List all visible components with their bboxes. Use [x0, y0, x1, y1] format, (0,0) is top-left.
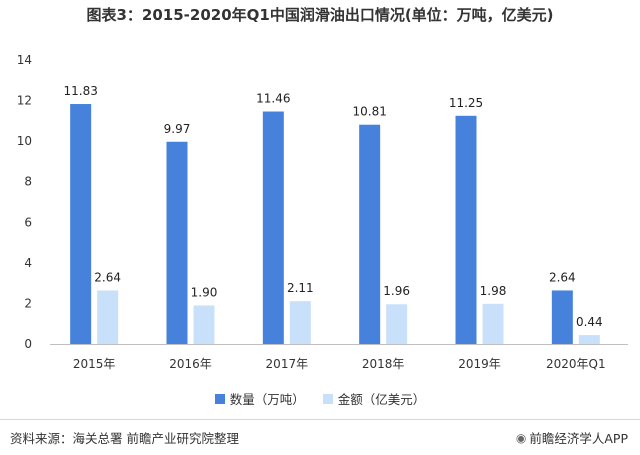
- y-tick-label: 12: [17, 94, 32, 108]
- y-tick-label: 4: [24, 256, 32, 270]
- bar-quantity: [262, 111, 284, 344]
- data-label-quantity: 11.83: [63, 84, 97, 98]
- data-label-quantity: 11.25: [449, 96, 483, 110]
- bar-amount: [482, 303, 504, 344]
- data-label-amount: 1.90: [191, 285, 218, 299]
- bar-quantity: [359, 124, 381, 344]
- legend-swatch-amount: [322, 393, 333, 404]
- data-label-amount: 0.44: [576, 315, 603, 329]
- legend-item-quantity: 数量（万吨）: [214, 389, 305, 408]
- bar-amount: [386, 304, 408, 344]
- legend: 数量（万吨） 金额（亿美元）: [0, 389, 640, 408]
- bar-amount: [97, 290, 119, 344]
- data-label-amount: 2.11: [287, 281, 314, 295]
- x-axis-ticks: 2015年 2016年 2017年 2018年 2019年 2020年Q1: [73, 357, 606, 371]
- data-labels-group: 11.83 2.64 9.97 1.90 11.46 2.11 10.81 1.96 11.25…: [63, 84, 602, 329]
- data-label-quantity: 11.46: [256, 92, 290, 106]
- y-axis-ticks: 0 2 4 6 8 10 12 14: [17, 53, 32, 351]
- bar-quantity: [166, 141, 188, 344]
- brand: ◉ 前瞻经济学人APP: [516, 428, 628, 447]
- x-tick-label: 2020年Q1: [546, 357, 606, 371]
- bar-quantity: [551, 290, 573, 344]
- y-tick-label: 0: [24, 337, 32, 351]
- legend-label-amount: 金额（亿美元）: [337, 392, 426, 407]
- bar-quantity: [70, 104, 92, 345]
- brand-label: 前瞻经济学人APP: [529, 431, 628, 446]
- y-tick-label: 8: [24, 175, 32, 189]
- y-tick-label: 14: [17, 53, 32, 67]
- data-label-amount: 1.98: [480, 284, 507, 298]
- x-tick-label: 2017年: [266, 357, 309, 371]
- x-tick-label: 2019年: [458, 357, 501, 371]
- bar-amount: [578, 335, 600, 344]
- data-label-quantity: 9.97: [164, 122, 191, 136]
- data-label-quantity: 2.64: [549, 270, 576, 284]
- x-tick-label: 2018年: [362, 357, 405, 371]
- bars-group: [70, 104, 600, 345]
- wechat-icon: ◉: [515, 430, 527, 445]
- data-label-quantity: 10.81: [352, 105, 386, 119]
- y-tick-label: 6: [24, 215, 32, 229]
- footer: 资料来源：海关总署 前瞻产业研究院整理 ◉ 前瞻经济学人APP: [0, 419, 640, 455]
- legend-swatch-quantity: [214, 393, 225, 404]
- data-label-amount: 2.64: [94, 270, 121, 284]
- bar-amount: [193, 305, 215, 344]
- legend-item-amount: 金额（亿美元）: [322, 389, 426, 408]
- y-tick-label: 10: [17, 134, 32, 148]
- bar-amount: [289, 301, 311, 344]
- legend-label-quantity: 数量（万吨）: [229, 392, 305, 407]
- x-tick-label: 2015年: [73, 357, 116, 371]
- data-label-amount: 1.96: [383, 284, 410, 298]
- chart-title: 图表3：2015-2020年Q1中国润滑油出口情况(单位：万吨，亿美元): [86, 6, 554, 24]
- x-tick-label: 2016年: [169, 357, 212, 371]
- source-note: 资料来源：海关总署 前瞻产业研究院整理: [10, 431, 239, 446]
- y-tick-label: 2: [24, 296, 32, 310]
- bar-quantity: [455, 115, 477, 345]
